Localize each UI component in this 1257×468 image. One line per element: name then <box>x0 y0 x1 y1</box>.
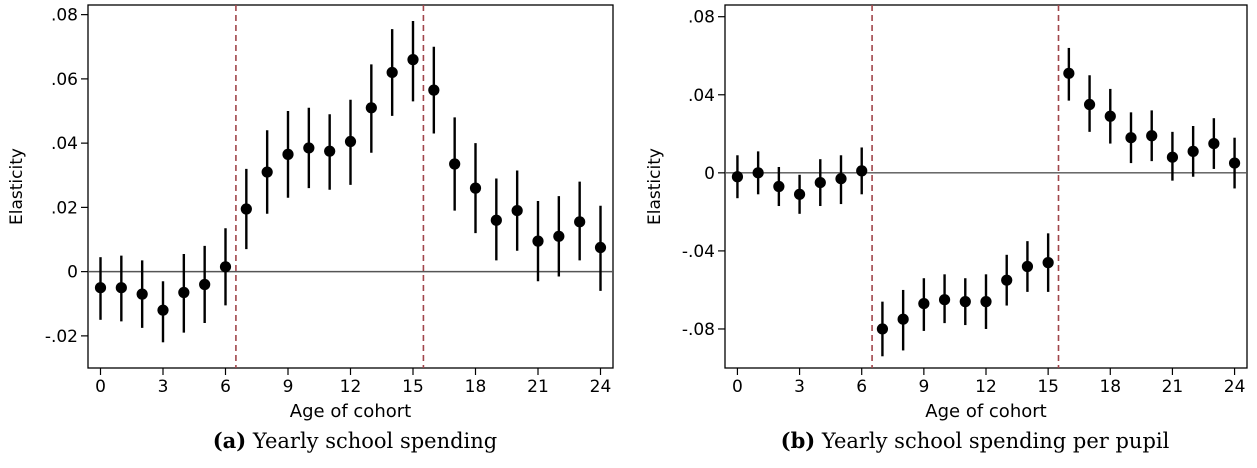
panel-b-point-3 <box>793 188 806 200</box>
panel-b-y-axis-label: Elasticity <box>645 148 665 225</box>
panel-a-point-5 <box>199 278 211 291</box>
panel-b-point-2 <box>773 180 785 193</box>
panel-a-point-9 <box>282 148 294 160</box>
panel-b-point-24 <box>1228 157 1241 169</box>
panel-b-caption-label: (b) <box>780 428 816 453</box>
panel-a-point-19 <box>490 214 502 226</box>
panel-b-ytick-label-2: 0 <box>704 164 715 184</box>
panel-b-point-6 <box>856 165 868 177</box>
panel-a-ytick-label-2: .02 <box>51 198 78 218</box>
panel-b-ytick-label-3: .04 <box>688 86 715 106</box>
panel-a-point-1 <box>115 282 127 294</box>
panel-b-point-8 <box>897 313 909 325</box>
panel-b-point-1 <box>752 167 764 179</box>
panel-a-xtick-label-2: 6 <box>220 377 231 397</box>
panel-b-point-10 <box>938 294 951 306</box>
panel-b-point-7 <box>876 323 889 335</box>
panel-b-point-5 <box>835 173 847 185</box>
panel-a-point-13 <box>365 102 377 114</box>
panel-a-xtick-label-0: 0 <box>95 377 106 397</box>
panel-b-point-17 <box>1083 98 1096 111</box>
panel-b-xtick-label-2: 6 <box>856 377 867 397</box>
panel-b-caption-text: Yearly school spending per pupil <box>821 429 1170 453</box>
panel-b-point-12 <box>980 296 992 308</box>
panel-b-point-23 <box>1208 137 1220 150</box>
panel-b-xtick-label-1: 3 <box>794 377 805 397</box>
panel-a-point-23 <box>574 216 586 228</box>
panel-a-point-11 <box>324 145 336 157</box>
panel-a-point-15 <box>407 54 419 66</box>
panel-a-y-axis-label: Elasticity <box>7 148 27 225</box>
panel-b-point-21 <box>1166 151 1179 163</box>
panel-b-ytick-label-4: .08 <box>688 8 715 28</box>
panel-b-point-20 <box>1146 130 1158 142</box>
panel-b-point-16 <box>1063 67 1075 79</box>
panel-a-x-axis-label: Age of cohort <box>290 401 411 422</box>
panel-b-xtick-label-7: 21 <box>1162 377 1184 397</box>
panel-b-point-11 <box>959 296 971 308</box>
panel-a-point-12 <box>344 135 357 148</box>
panel-a-point-22 <box>553 230 565 242</box>
panel-a-point-3 <box>157 304 169 316</box>
panel-b-x-axis-label: Age of cohort <box>925 401 1046 422</box>
panel-a-xtick-label-1: 3 <box>158 377 169 397</box>
panel-b-xtick-label-8: 24 <box>1224 377 1246 397</box>
panel-a-point-6 <box>219 261 232 273</box>
panel-a-point-18 <box>469 182 482 194</box>
panel-a-xtick-label-4: 12 <box>340 377 362 397</box>
panel-a-point-24 <box>594 241 607 254</box>
panel-b-point-9 <box>918 297 930 310</box>
panel-a-caption-text: Yearly school spending <box>252 429 498 453</box>
panel-b-xtick-label-3: 9 <box>918 377 929 397</box>
panel-a-point-0 <box>94 282 107 294</box>
panel-a-point-20 <box>511 204 523 217</box>
panel-b-point-14 <box>1021 260 1034 273</box>
panel-a-chart: -.02 0 .02 .04 .06 .08 0 3 6 9 12 15 18 21 24 Age of co… <box>7 4 614 422</box>
panel-a-ytick-label-0: -.02 <box>45 327 78 347</box>
panel-a-xtick-label-6: 18 <box>465 377 487 397</box>
panel-b-point-19 <box>1125 132 1137 144</box>
panel-b-xtick-label-5: 15 <box>1037 377 1059 397</box>
panel-b-point-13 <box>1001 274 1013 286</box>
panel-b-xtick-label-4: 12 <box>975 377 997 397</box>
panel-a-point-16 <box>428 84 440 96</box>
panel-a-point-7 <box>240 203 252 215</box>
panel-b-xtick-label-0: 0 <box>732 377 743 397</box>
panel-a-point-2 <box>136 288 148 300</box>
panel-a-xtick-label-5: 15 <box>402 377 424 397</box>
panel-a-ytick-label-1: 0 <box>67 263 78 283</box>
panel-b-point-22 <box>1187 145 1199 157</box>
panel-a-ytick-label-3: .04 <box>51 134 78 154</box>
panel-b-point-18 <box>1104 110 1116 122</box>
panel-a-xtick-label-8: 24 <box>590 377 612 397</box>
panel-a-point-8 <box>261 166 273 178</box>
panel-b-ytick-label-1: -.04 <box>682 242 715 262</box>
panel-a-xtick-label-7: 21 <box>527 377 549 397</box>
panel-a-point-10 <box>303 142 315 154</box>
panel-a-caption-label: (a) <box>212 428 247 453</box>
panel-a-point-21 <box>532 235 544 247</box>
panel-b-ytick-label-0: -.08 <box>682 320 715 340</box>
panel-a-point-4 <box>178 286 190 299</box>
panel-b-point-4 <box>814 176 826 189</box>
panel-b-point-0 <box>731 171 744 183</box>
panel-a-point-17 <box>449 158 461 170</box>
panel-b-chart: -.08 -.04 0 .04 .08 0 3 6 9 12 15 18 21 24 Age of coho… <box>645 4 1248 422</box>
panel-a-caption: (a) Yearly school spending <box>95 428 615 460</box>
panel-b-point-15 <box>1042 257 1054 269</box>
panel-a-point-14 <box>386 66 398 79</box>
panel-b-xtick-label-6: 18 <box>1099 377 1121 397</box>
panel-b-caption: (b) Yearly school spending per pupil <box>715 428 1235 460</box>
panel-a-ytick-label-5: .08 <box>51 6 78 26</box>
panel-a-xtick-label-3: 9 <box>283 377 294 397</box>
panel-a-ytick-label-4: .06 <box>51 70 78 90</box>
